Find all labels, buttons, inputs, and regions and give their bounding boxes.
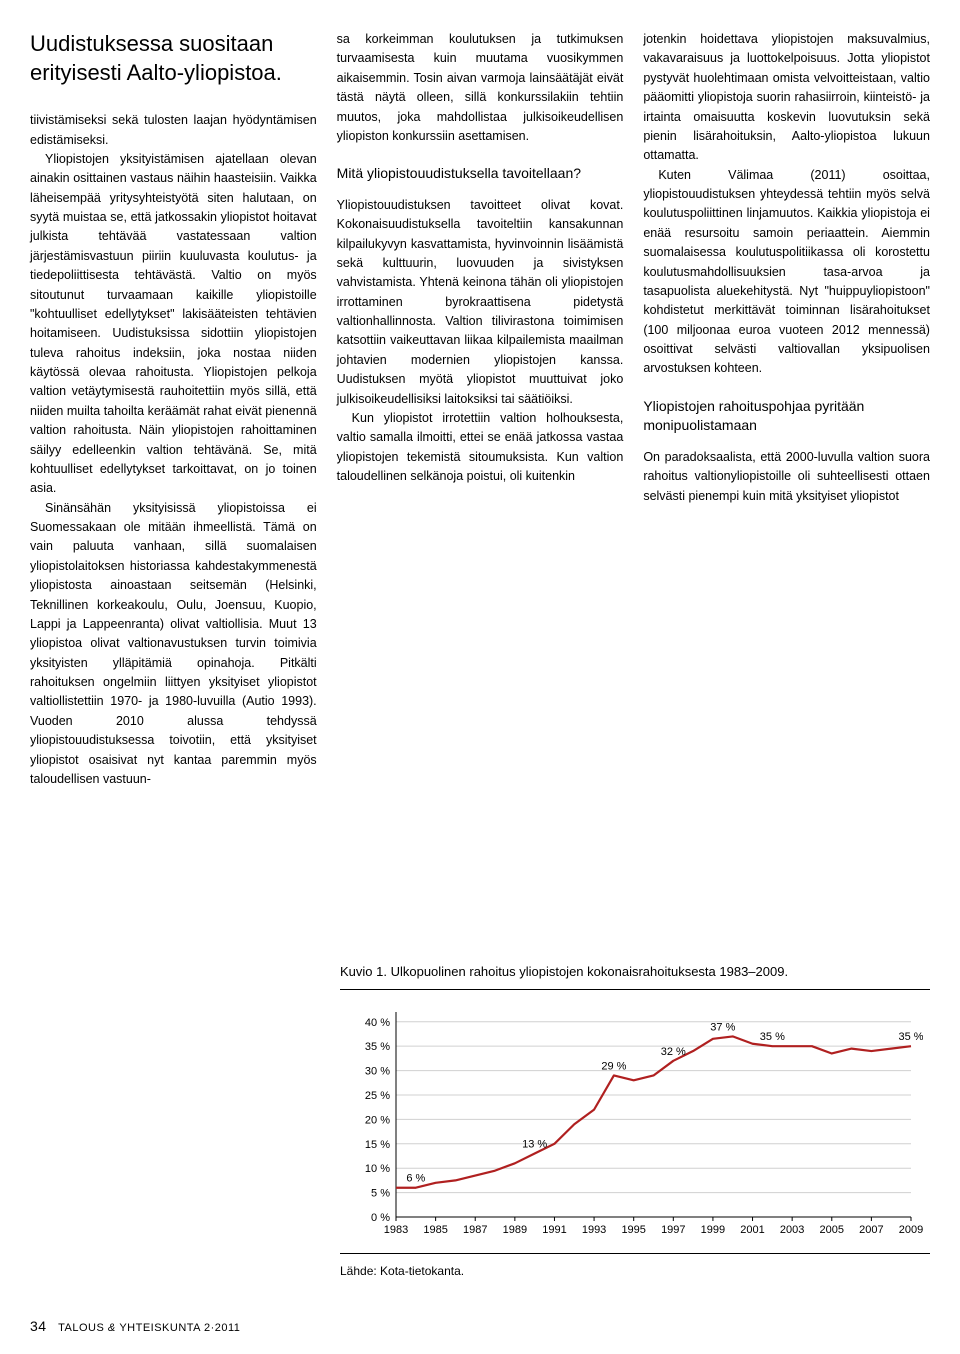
- line-chart: 0 % 5 % 10 % 15 % 20 % 25 % 30 % 35 % 40 % 1983 19…: [348, 1000, 923, 1245]
- page-number: 34: [30, 1318, 47, 1334]
- svg-text:1991: 1991: [542, 1224, 566, 1236]
- paragraph: Sinänsähän yksityisissä yliopistoissa ei…: [30, 499, 317, 790]
- svg-text:1987: 1987: [463, 1224, 487, 1236]
- svg-text:5 %: 5 %: [371, 1188, 390, 1200]
- svg-text:35 %: 35 %: [760, 1031, 785, 1043]
- chart-source: Lähde: Kota-tietokanta.: [340, 1264, 930, 1278]
- subhead: Mitä yliopistouudistuksella tavoitellaan…: [337, 164, 624, 184]
- svg-text:40 %: 40 %: [365, 1017, 390, 1029]
- svg-text:1989: 1989: [503, 1224, 527, 1236]
- subhead: Yliopistojen rahoituspohjaa pyritään mon…: [643, 397, 930, 436]
- pull-quote: Uudistuksessa suositaan erityisesti Aalt…: [30, 30, 317, 87]
- svg-text:1985: 1985: [423, 1224, 447, 1236]
- page-footer: 34 TALOUS & YHTEISKUNTA 2·2011: [30, 1318, 930, 1334]
- paragraph: jotenkin hoidettava yliopistojen maksuva…: [643, 30, 930, 166]
- svg-text:32 %: 32 %: [661, 1046, 686, 1058]
- svg-text:1983: 1983: [384, 1224, 408, 1236]
- svg-text:25 %: 25 %: [365, 1090, 390, 1102]
- paragraph: tiivistämiseksi sekä tulosten laajan hyö…: [30, 111, 317, 150]
- paragraph: Yliopistouudistuksen tavoitteet olivat k…: [337, 196, 624, 409]
- svg-text:2009: 2009: [899, 1224, 923, 1236]
- body-col2b: Yliopistouudistuksen tavoitteet olivat k…: [337, 196, 624, 487]
- svg-text:15 %: 15 %: [365, 1139, 390, 1151]
- journal-name-a: TALOUS: [58, 1322, 104, 1334]
- svg-text:6 %: 6 %: [406, 1173, 425, 1185]
- svg-text:20 %: 20 %: [365, 1114, 390, 1126]
- svg-text:2003: 2003: [780, 1224, 804, 1236]
- text-columns: Uudistuksessa suositaan erityisesti Aalt…: [30, 30, 930, 950]
- svg-text:1993: 1993: [582, 1224, 606, 1236]
- body-col1: tiivistämiseksi sekä tulosten laajan hyö…: [30, 111, 317, 789]
- paragraph: Kuten Välimaa (2011) osoittaa, yliopisto…: [643, 166, 930, 379]
- paragraph: Kun yliopistot irrotettiin valtion holho…: [337, 409, 624, 487]
- svg-text:37 %: 37 %: [710, 1021, 735, 1033]
- svg-text:35 %: 35 %: [365, 1041, 390, 1053]
- figure-1: Kuvio 1. Ulkopuolinen rahoitus yliopisto…: [340, 964, 930, 1278]
- svg-text:0 %: 0 %: [371, 1212, 390, 1224]
- paragraph: Yliopistojen yksityistämisen ajatellaan …: [30, 150, 317, 499]
- svg-text:2001: 2001: [740, 1224, 764, 1236]
- ampersand: &: [108, 1322, 116, 1334]
- svg-text:35 %: 35 %: [898, 1031, 923, 1043]
- paragraph: sa korkeimman koulutuksen ja tutkimuksen…: [337, 30, 624, 146]
- body-col2: sa korkeimman koulutuksen ja tutkimuksen…: [337, 30, 624, 146]
- chart-frame: 0 % 5 % 10 % 15 % 20 % 25 % 30 % 35 % 40 % 1983 19…: [340, 989, 930, 1254]
- page: Uudistuksessa suositaan erityisesti Aalt…: [30, 30, 930, 1334]
- svg-text:1995: 1995: [621, 1224, 645, 1236]
- svg-text:29 %: 29 %: [601, 1060, 626, 1072]
- svg-text:13 %: 13 %: [522, 1139, 547, 1151]
- paragraph: On paradoksaalista, että 2000-luvulla va…: [643, 448, 930, 506]
- svg-text:1999: 1999: [701, 1224, 725, 1236]
- chart-title: Kuvio 1. Ulkopuolinen rahoitus yliopisto…: [340, 964, 930, 979]
- svg-text:30 %: 30 %: [365, 1066, 390, 1078]
- svg-text:1997: 1997: [661, 1224, 685, 1236]
- svg-text:10 %: 10 %: [365, 1163, 390, 1175]
- body-col3b: On paradoksaalista, että 2000-luvulla va…: [643, 448, 930, 506]
- journal-name-b: YHTEISKUNTA 2·2011: [119, 1322, 240, 1334]
- svg-text:2005: 2005: [820, 1224, 844, 1236]
- svg-text:2007: 2007: [859, 1224, 883, 1236]
- body-col3: jotenkin hoidettava yliopistojen maksuva…: [643, 30, 930, 379]
